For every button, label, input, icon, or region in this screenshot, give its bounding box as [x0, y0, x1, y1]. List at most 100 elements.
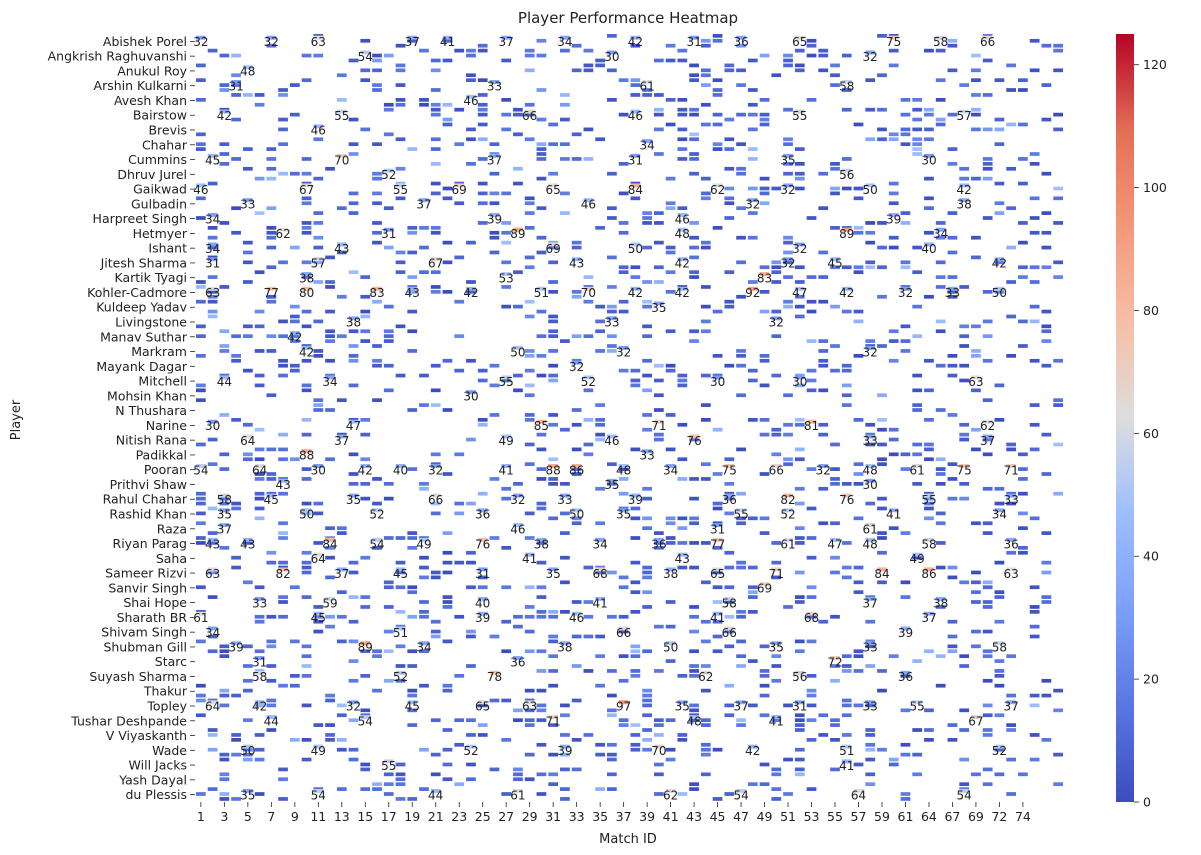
heatmap-cell: [1053, 752, 1063, 757]
heatmap-cell: [853, 649, 864, 654]
heatmap-cell: [830, 186, 840, 191]
heatmap-cell: [348, 482, 359, 486]
heatmap-cell: [254, 703, 265, 708]
heatmap-cell: [231, 73, 241, 78]
heatmap-cell: [207, 299, 218, 304]
heatmap-cell: [348, 201, 359, 206]
heatmap-cell: [665, 58, 676, 63]
heatmap-cell: [853, 654, 864, 659]
heatmap-cell: [266, 644, 277, 649]
cell-value-label: 40: [475, 596, 490, 610]
heatmap-cell: [900, 467, 911, 471]
heatmap-cell: [301, 664, 312, 668]
heatmap-cell: [994, 418, 1005, 422]
heatmap-cell: [360, 787, 371, 791]
heatmap-cell: [677, 526, 688, 531]
cell-value-label: 42: [839, 286, 854, 300]
heatmap-cell: [595, 787, 606, 791]
heatmap-cell: [383, 629, 394, 634]
heatmap-cell: [912, 98, 923, 102]
heatmap-cell-annotated: [266, 715, 277, 720]
heatmap-cell: [607, 772, 617, 777]
heatmap-cell: [595, 319, 606, 324]
heatmap-cell: [395, 324, 406, 329]
heatmap-cell: [689, 270, 699, 275]
heatmap-cell: [313, 245, 324, 250]
heatmap-cell: [806, 53, 817, 58]
heatmap-cell-annotated: [548, 715, 559, 720]
heatmap-cell: [1053, 43, 1063, 48]
heatmap-cell-annotated: [689, 715, 699, 720]
heatmap-cell: [289, 112, 300, 117]
heatmap-cell: [994, 772, 1005, 777]
heatmap-cell: [1006, 88, 1017, 92]
heatmap-cell: [196, 698, 206, 703]
heatmap-cell: [571, 157, 582, 161]
heatmap-cell: [524, 718, 535, 723]
heatmap-cell: [595, 432, 606, 437]
heatmap-cell: [700, 688, 711, 693]
cell-value-label: 30: [792, 375, 807, 389]
heatmap-cell-annotated: [642, 80, 652, 84]
heatmap-cell: [783, 299, 793, 304]
y-tick-label: V Viyaskanth: [106, 728, 187, 743]
heatmap-cell: [971, 53, 981, 58]
heatmap-cell: [959, 344, 970, 348]
heatmap-cell: [912, 403, 923, 407]
heatmap-cell: [912, 152, 923, 156]
heatmap-cell-annotated: [513, 656, 523, 660]
heatmap-cell: [196, 442, 206, 447]
cell-value-label: 36: [898, 670, 913, 684]
heatmap-cell: [877, 34, 887, 38]
cell-value-label: 42: [252, 700, 267, 714]
heatmap-cell: [689, 605, 699, 609]
heatmap-cell-annotated: [618, 464, 629, 468]
heatmap-cell-annotated: [947, 286, 958, 291]
heatmap-cell-annotated: [383, 759, 394, 764]
heatmap-cell: [207, 437, 218, 442]
heatmap-cell: [994, 595, 1005, 599]
heatmap-cell: [736, 654, 746, 659]
heatmap-cell-annotated: [360, 464, 371, 468]
cell-value-label: 35: [604, 478, 619, 492]
heatmap-cell: [266, 245, 277, 250]
heatmap-cell: [642, 703, 652, 708]
heatmap-cell: [994, 659, 1005, 663]
heatmap-cell: [912, 752, 923, 757]
cell-value-label: 33: [863, 434, 878, 448]
colorbar-tick-label: 40: [1143, 549, 1159, 564]
heatmap-cell: [653, 718, 664, 723]
heatmap-cell: [912, 304, 923, 309]
cell-value-label: 38: [346, 316, 361, 330]
cell-value-label: 46: [604, 434, 619, 448]
heatmap-cell: [736, 723, 746, 727]
heatmap-cell: [794, 186, 805, 191]
heatmap-cell-annotated: [231, 641, 241, 646]
cell-value-label: 64: [205, 700, 220, 714]
heatmap-cell: [336, 334, 347, 339]
heatmap-cell: [982, 398, 993, 403]
heatmap-cell-annotated: [630, 242, 641, 247]
cell-value-label: 51: [393, 626, 408, 640]
heatmap-cell: [759, 531, 770, 535]
heatmap-cell-annotated: [207, 153, 218, 158]
heatmap-cell-annotated: [196, 611, 206, 616]
heatmap-cell: [395, 63, 406, 68]
heatmap-cell: [266, 698, 277, 703]
heatmap-cell: [207, 226, 218, 230]
x-tick-label: 9: [291, 809, 299, 824]
heatmap-cell: [442, 240, 453, 245]
heatmap-cell: [771, 334, 782, 339]
heatmap-cell: [560, 610, 570, 614]
cell-value-label: 38: [557, 641, 572, 655]
heatmap-cell: [372, 58, 382, 63]
heatmap-cell: [336, 526, 347, 531]
heatmap-cell: [583, 388, 594, 393]
heatmap-cell: [841, 368, 852, 373]
heatmap-cell-annotated: [712, 567, 723, 572]
heatmap-cell: [935, 511, 946, 516]
heatmap-cell: [736, 112, 746, 117]
heatmap-cell: [607, 713, 617, 718]
cell-value-label: 66: [522, 109, 537, 123]
